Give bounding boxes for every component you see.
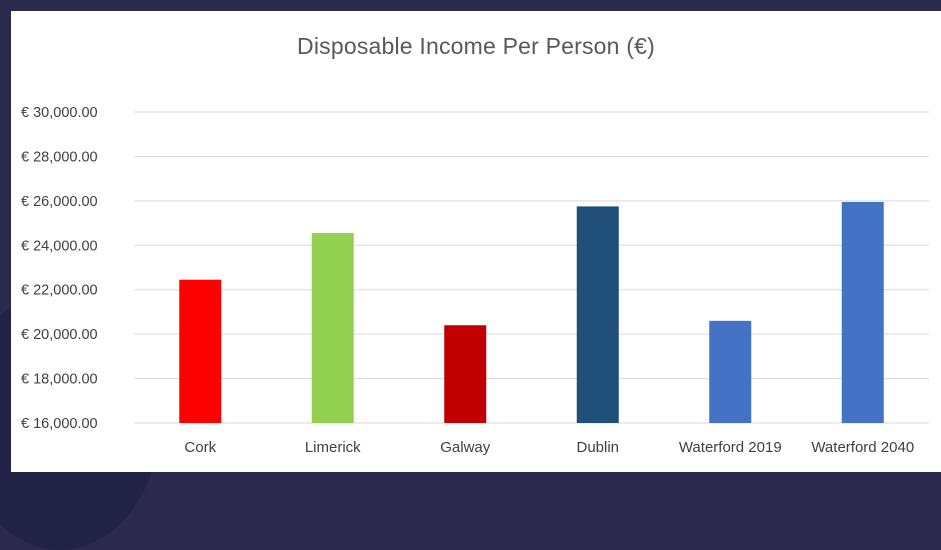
x-category-label: Galway: [440, 439, 491, 456]
bar: [709, 320, 752, 423]
chart-panel: Disposable Income Per Person (€) € 16,00…: [11, 11, 941, 472]
y-tick-label: € 24,000.00: [21, 238, 98, 254]
chart-title: Disposable Income Per Person (€): [297, 33, 655, 59]
bar: [841, 201, 884, 423]
bar-chart: € 16,000.00 € 18,000.00 € 20,000.00 € 22,00…: [21, 105, 929, 456]
x-category-label: Cork: [184, 439, 216, 456]
y-tick-label: € 30,000.00: [21, 105, 98, 121]
bar: [576, 206, 619, 423]
y-tick-label: € 16,000.00: [21, 416, 98, 432]
bar: [444, 325, 487, 423]
x-category-label: Dublin: [576, 439, 619, 456]
y-tick-label: € 28,000.00: [21, 149, 98, 165]
x-category-label: Limerick: [305, 439, 361, 456]
bar: [179, 279, 222, 423]
bar: [311, 233, 354, 423]
x-category-label: Waterford 2019: [679, 439, 782, 456]
y-tick-label: € 22,000.00: [21, 283, 98, 299]
y-tick-label: € 26,000.00: [21, 194, 98, 210]
x-category-label: Waterford 2040: [811, 439, 914, 456]
y-tick-label: € 20,000.00: [21, 327, 98, 343]
y-tick-label: € 18,000.00: [21, 372, 98, 388]
